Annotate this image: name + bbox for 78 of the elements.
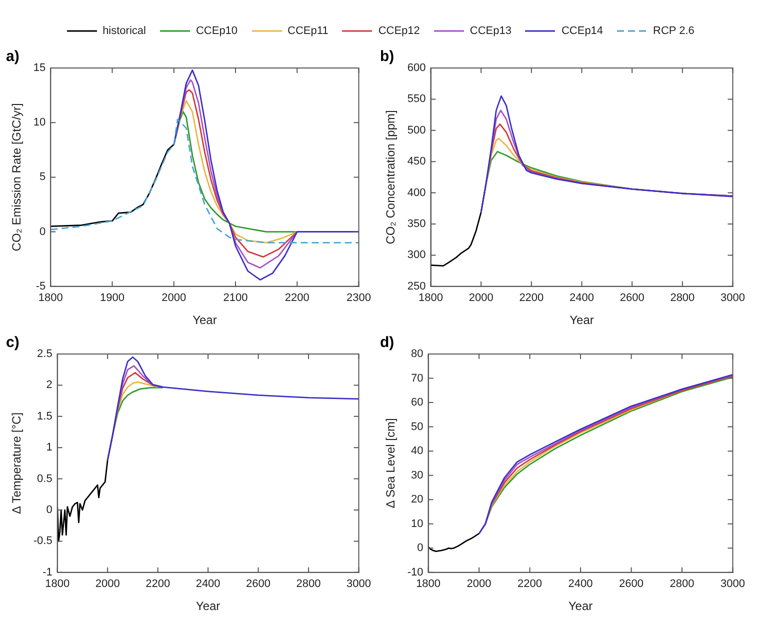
x-tick-label: 1900 <box>100 292 125 304</box>
y-tick-label: 250 <box>407 280 426 292</box>
x-tick-label: 2200 <box>284 292 310 304</box>
y-tick-label: 1.5 <box>37 410 52 422</box>
legend-label: RCP 2.6 <box>653 25 694 37</box>
y-tick-label: 2.5 <box>37 348 52 360</box>
chart-title: d) <box>380 334 394 352</box>
x-tick-label: 2600 <box>246 578 271 590</box>
y-tick-label: -0.5 <box>33 535 52 548</box>
x-axis-title: Year <box>570 313 594 328</box>
x-tick-label: 2300 <box>346 292 372 304</box>
y-tick-label: 70 <box>411 372 424 384</box>
x-tick-label: 2200 <box>519 292 544 304</box>
y-tick-label: 1 <box>46 442 52 454</box>
y-tick-label: -5 <box>36 280 46 292</box>
y-tick-label: 600 <box>407 62 426 74</box>
y-tick-label: 30 <box>411 469 424 482</box>
x-tick-label: 2400 <box>568 578 593 590</box>
x-tick-label: 2800 <box>670 578 694 590</box>
x-axis-title: Year <box>196 599 220 614</box>
x-tick-label: 2000 <box>468 292 494 304</box>
y-tick-label: 60 <box>411 396 424 409</box>
chart-title: c) <box>6 334 20 352</box>
x-axis-title: Year <box>568 599 593 614</box>
y-tick-label: 0 <box>40 226 46 238</box>
x-tick-label: 2000 <box>95 578 120 590</box>
x-tick-label: 2800 <box>670 292 695 304</box>
x-tick-label: 2100 <box>223 292 248 304</box>
x-tick-label: 1800 <box>38 292 63 304</box>
line-series <box>50 118 359 244</box>
y-axis-title: CO₂ Concentration [ppm] <box>384 110 398 244</box>
legend-label: CCEp11 <box>288 25 328 37</box>
legend-label: CCEp14 <box>561 25 604 37</box>
legend-label: CCEp12 <box>378 25 420 37</box>
y-axis-title: CO₂ Emission Rate [GtC/yr] <box>10 103 24 252</box>
x-tick-label: 3000 <box>346 578 372 590</box>
x-tick-label: 3000 <box>720 578 746 590</box>
y-tick-label: 450 <box>407 156 426 168</box>
x-tick-label: 2800 <box>296 578 321 590</box>
y-tick-label: 2 <box>46 379 52 392</box>
y-tick-label: 5 <box>40 171 46 184</box>
y-axis-title: Δ Sea Level [cm] <box>384 418 398 508</box>
y-tick-label: 10 <box>411 518 424 530</box>
y-tick-label: -1 <box>42 566 52 578</box>
x-tick-label: 3000 <box>720 292 746 304</box>
x-tick-label: 2600 <box>619 578 644 590</box>
y-tick-label: 15 <box>33 62 46 74</box>
y-tick-label: 350 <box>407 218 426 230</box>
y-tick-label: 80 <box>411 348 424 360</box>
x-tick-label: 1800 <box>45 578 70 590</box>
y-tick-label: 400 <box>407 186 426 199</box>
y-axis-title: Δ Temperature [°C] <box>10 412 24 514</box>
y-tick-label: 500 <box>407 124 426 136</box>
y-tick-label: 0 <box>417 542 424 554</box>
y-tick-label: 550 <box>407 93 426 106</box>
chart-title: a) <box>6 48 20 66</box>
x-tick-label: 2400 <box>570 292 594 304</box>
x-tick-label: 2000 <box>162 292 186 304</box>
x-tick-label: 2400 <box>196 578 220 590</box>
legend-label: CCEp10 <box>196 25 238 37</box>
y-tick-label: 10 <box>33 116 46 129</box>
x-tick-label: 2600 <box>620 292 644 304</box>
x-tick-label: 2200 <box>518 578 542 590</box>
x-axis-title: Year <box>192 313 217 328</box>
legend-label: CCEp13 <box>470 25 512 37</box>
x-tick-label: 2000 <box>466 578 492 590</box>
y-tick-label: -10 <box>407 566 424 578</box>
x-tick-label: 1800 <box>418 292 443 304</box>
y-tick-label: 40 <box>411 445 424 458</box>
y-tick-label: 300 <box>407 249 426 262</box>
y-tick-label: 0.5 <box>37 472 52 485</box>
x-tick-label: 1800 <box>416 578 441 590</box>
x-tick-label: 2200 <box>146 578 170 590</box>
y-tick-label: 20 <box>411 494 424 506</box>
y-tick-label: 50 <box>411 420 424 433</box>
legend-label: historical <box>102 25 146 37</box>
y-tick-label: 0 <box>46 504 52 516</box>
chart-title: b) <box>380 48 394 66</box>
